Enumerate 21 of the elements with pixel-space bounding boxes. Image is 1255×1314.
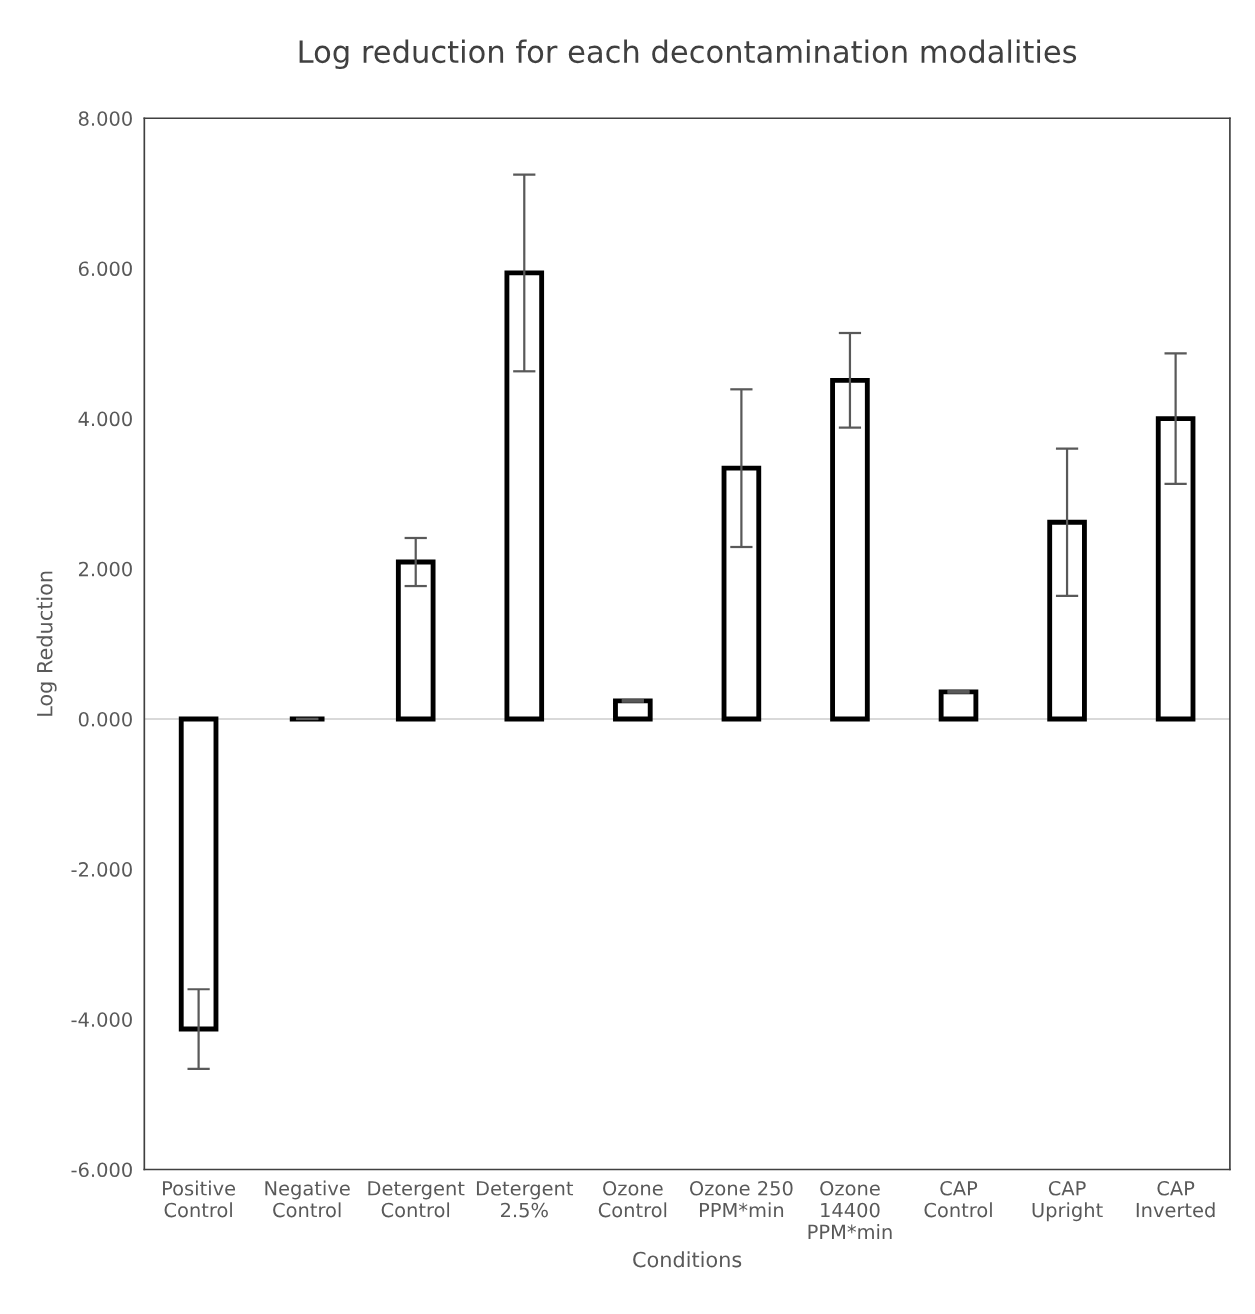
chart-title: Log reduction for each decontamination modalities (299, 39, 1077, 70)
y-tick-label: 6.000 (78, 261, 132, 277)
x-tick-label: CAP Upright (1032, 1180, 1103, 1222)
y-tick-label: 2.000 (78, 561, 132, 577)
x-tick-label: CAP Control (924, 1180, 992, 1218)
y-axis-title: Log Reduction (36, 571, 57, 716)
y-tick-label: 4.000 (78, 411, 132, 427)
x-tick-label: Ozone Control (598, 1180, 667, 1218)
x-tick-label: Ozone 14400 PPM*min (808, 1180, 892, 1239)
x-axis-title: Conditions (633, 1251, 742, 1268)
y-tick-label: 0.000 (78, 711, 132, 727)
y-tick-label: -2.000 (71, 862, 132, 877)
y-tick-label: 8.000 (78, 111, 132, 126)
y-tick-label: -4.000 (71, 1012, 132, 1027)
x-tick-label: Positive Control (163, 1180, 236, 1218)
x-tick-label: Detergent Control (368, 1181, 465, 1218)
y-tick-label: -6.000 (71, 1162, 132, 1178)
x-tick-label: Ozone 250 PPM*min (689, 1180, 793, 1218)
x-tick-label: Negative Control (265, 1180, 350, 1218)
x-tick-label: CAP Inverted (1136, 1180, 1215, 1218)
x-tick-label: Detergent 2.5% (476, 1181, 574, 1218)
